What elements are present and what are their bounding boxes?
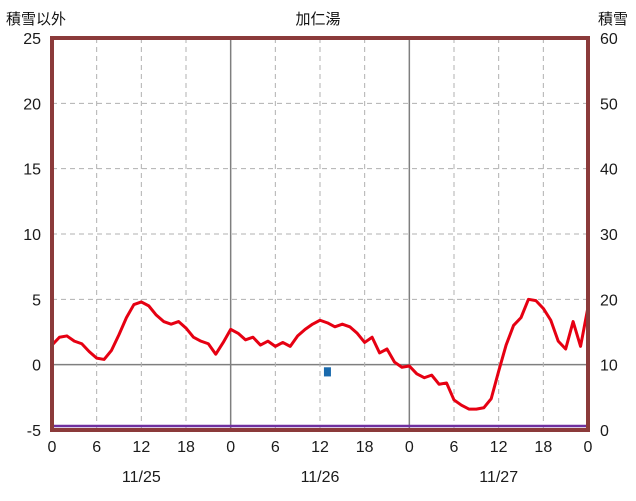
left-axis-tick-label: 25 xyxy=(23,31,41,48)
right-axis-tick-label: 10 xyxy=(600,358,618,375)
hour-tick-label: 18 xyxy=(177,439,195,456)
right-axis-title: 積雪 xyxy=(597,11,628,28)
left-axis-tick-label: 0 xyxy=(32,358,41,375)
left-axis-tick-label: 20 xyxy=(23,96,41,113)
hour-tick-label: 0 xyxy=(405,439,414,456)
left-axis-tick-label: -5 xyxy=(27,423,41,440)
hour-tick-label: 0 xyxy=(584,439,593,456)
hour-tick-label: 6 xyxy=(92,439,101,456)
hour-tick-label: 12 xyxy=(490,439,508,456)
right-axis-tick-label: 50 xyxy=(600,96,618,113)
right-axis-tick-label: 30 xyxy=(600,227,618,244)
right-axis-tick-label: 0 xyxy=(600,423,609,440)
right-axis-tick-label: 60 xyxy=(600,31,618,48)
left-axis-tick-label: 5 xyxy=(32,292,41,309)
left-axis-title: 積雪以外 xyxy=(6,11,67,28)
hour-tick-label: 18 xyxy=(356,439,374,456)
right-axis-tick-label: 40 xyxy=(600,162,618,179)
chart-header: 積雪以外 加仁湯 積雪 xyxy=(0,6,636,30)
hour-tick-label: 0 xyxy=(226,439,235,456)
temperature-line xyxy=(50,297,590,411)
chart-title: 加仁湯 xyxy=(295,11,341,28)
plot-frame xyxy=(50,36,590,432)
hour-tick-label: 0 xyxy=(48,439,57,456)
hour-tick-label: 18 xyxy=(534,439,552,456)
right-axis-tick-label: 20 xyxy=(600,292,618,309)
left-axis-tick-label: 10 xyxy=(23,227,41,244)
date-label: 11/27 xyxy=(479,469,518,486)
date-label: 11/26 xyxy=(301,469,340,486)
hour-tick-label: 12 xyxy=(311,439,329,456)
precipitation-bar xyxy=(323,367,331,377)
hour-tick-label: 6 xyxy=(450,439,459,456)
hour-tick-label: 12 xyxy=(132,439,150,456)
hour-tick-label: 6 xyxy=(271,439,280,456)
left-axis-tick-label: 15 xyxy=(23,162,41,179)
date-label: 11/25 xyxy=(122,469,161,486)
